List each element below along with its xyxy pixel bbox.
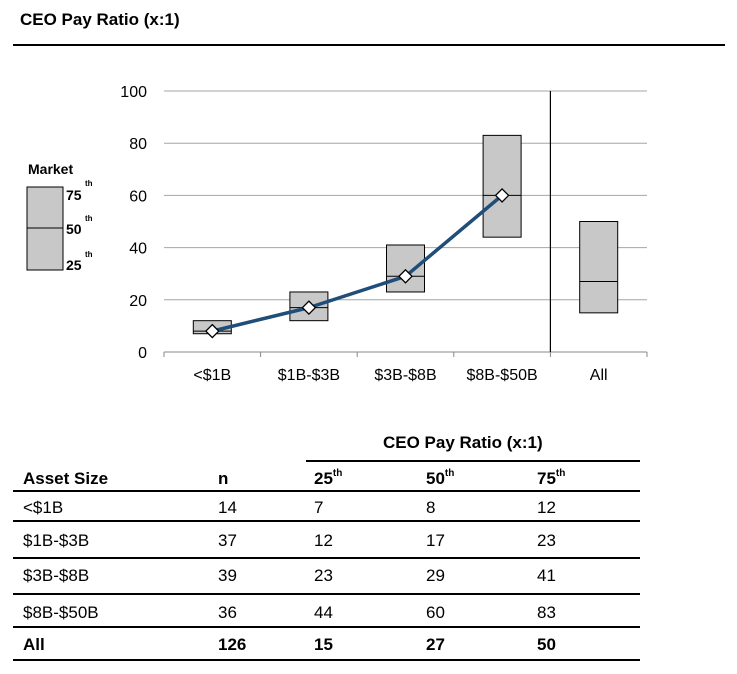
- row-1-p25: 12: [314, 531, 333, 550]
- y-tick-label-40: 40: [129, 241, 147, 258]
- header-p25-value: 25: [314, 469, 333, 488]
- median-line: [204, 187, 510, 339]
- row-3-p75: 83: [537, 603, 556, 622]
- box-3: [482, 134, 522, 238]
- row-1-p50: 17: [426, 531, 445, 550]
- total-p50: 27: [426, 635, 445, 654]
- header-p75-sup: th: [555, 468, 566, 479]
- row-0-p25: 7: [314, 498, 324, 517]
- legend-p25-sup: th: [85, 250, 93, 259]
- box-4: [579, 221, 619, 314]
- y-axis-labels: 0 20 40 60 80 100: [120, 84, 147, 362]
- row-1-n: 37: [218, 531, 237, 550]
- row-0-n: 14: [218, 498, 237, 517]
- total-rule: [13, 659, 640, 661]
- header-p75-value: 75: [537, 469, 556, 488]
- header-n: n: [218, 469, 229, 488]
- header-p25: 25th: [314, 468, 343, 489]
- box-2: [386, 244, 425, 293]
- row-0-p75: 12: [537, 498, 556, 517]
- row-2-n: 39: [218, 566, 237, 585]
- x-tick-label-2: $3B-$8B: [374, 367, 436, 384]
- x-tick-label-0: <$1B: [193, 367, 231, 384]
- chart-boxes: [192, 134, 619, 335]
- legend-p75-sup: th: [85, 179, 93, 188]
- table-group-header: CEO Pay Ratio (x:1): [383, 433, 543, 452]
- row-2-p50: 29: [426, 566, 445, 585]
- legend-p50-sup: th: [85, 214, 93, 223]
- y-tick-label-20: 20: [129, 293, 147, 310]
- x-axis-labels: <$1B $1B-$3B $3B-$8B $8B-$50B All: [193, 367, 607, 384]
- y-tick-label-100: 100: [120, 84, 147, 101]
- x-tick-label-1: $1B-$3B: [278, 367, 340, 384]
- row-0-rule: [13, 520, 640, 522]
- row-0-asset: <$1B: [23, 498, 64, 517]
- row-3-n: 36: [218, 603, 237, 622]
- median-polyline: [211, 194, 504, 333]
- row-2-p75: 41: [537, 566, 556, 585]
- median-marker-0: [204, 323, 220, 339]
- row-3-p25: 44: [314, 603, 333, 622]
- header-p75: 75th: [537, 468, 566, 489]
- row-3-rule: [13, 626, 640, 628]
- total-n: 126: [218, 635, 247, 654]
- row-2-rule: [13, 593, 640, 595]
- row-1-rule: [13, 557, 640, 559]
- header-p50-value: 50: [426, 469, 445, 488]
- page-title: CEO Pay Ratio (x:1): [20, 10, 180, 29]
- median-marker-3: [494, 187, 510, 203]
- header-rule: [13, 490, 640, 492]
- median-marker-1: [301, 300, 317, 316]
- total-asset: All: [23, 635, 45, 654]
- legend-p50: 50: [66, 221, 82, 237]
- row-3-p50: 60: [426, 603, 445, 622]
- total-p25: 15: [314, 635, 333, 654]
- x-tick-label-3: $8B-$50B: [467, 367, 538, 384]
- title-divider: [13, 44, 725, 46]
- header-p50-sup: th: [444, 468, 455, 479]
- row-2-p25: 23: [314, 566, 333, 585]
- median-marker-2: [398, 268, 413, 284]
- row-1-asset: $1B-$3B: [23, 531, 90, 550]
- row-2-asset: $3B-$8B: [23, 566, 90, 585]
- box-chart: 0 20 40 60 80 100 <$1B $1B-$3B $3B-$8B $8B-$50B A…: [26, 84, 648, 384]
- legend-p75: 75: [66, 187, 82, 203]
- header-asset-size: Asset Size: [23, 469, 109, 488]
- legend: Market 75 th 50 th 25 th: [26, 161, 93, 273]
- row-1-p75: 23: [537, 531, 556, 550]
- y-tick-label-0: 0: [138, 345, 147, 362]
- x-tick-label-4: All: [590, 367, 608, 384]
- row-0-p50: 8: [426, 498, 436, 517]
- y-tick-label-80: 80: [129, 136, 147, 153]
- header-p25-sup: th: [332, 468, 343, 479]
- group-header-rule: [306, 460, 640, 462]
- legend-p25: 25: [66, 257, 82, 273]
- header-p50: 50th: [426, 468, 455, 489]
- y-tick-label-60: 60: [129, 188, 147, 205]
- legend-label: Market: [28, 161, 73, 177]
- total-p75: 50: [537, 635, 556, 654]
- row-3-asset: $8B-$50B: [23, 603, 99, 622]
